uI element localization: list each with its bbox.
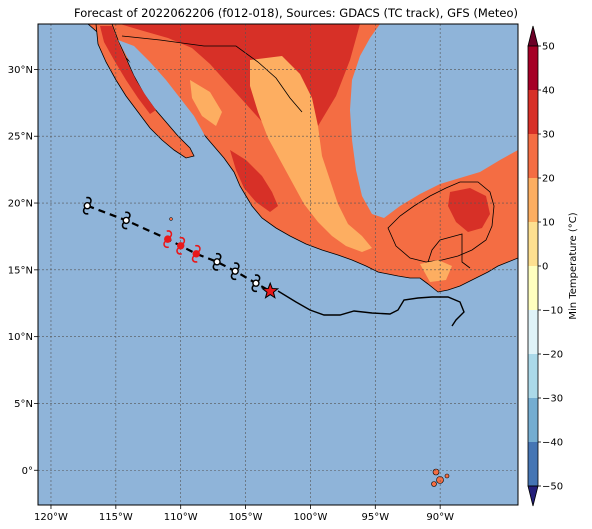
lon-label: 105°W: [229, 512, 263, 523]
island: [431, 481, 437, 487]
lat-label: 15°N: [8, 265, 33, 276]
cyclone-icon: [176, 236, 186, 255]
border-guatemala: [427, 233, 471, 269]
lat-label: 25°N: [8, 132, 33, 143]
colorbar-extend-top: [527, 25, 539, 47]
cyclone-icon: [191, 244, 201, 263]
border-us-mexico: [121, 35, 303, 113]
colorbar-tick-label: 40: [542, 86, 555, 97]
island: [432, 468, 440, 476]
colorbar-band: [528, 90, 538, 134]
map-title: Forecast of 2022062206 (f012-018), Sourc…: [74, 6, 518, 20]
cyclone-icon: [121, 211, 131, 230]
lon-label: 95°W: [361, 512, 389, 523]
longitude-labels: 120°W 115°W 110°W 105°W 100°W 95°W 90°W: [34, 505, 454, 523]
colorbar-band: [528, 222, 538, 266]
temp-zone-warm-plateau: [250, 56, 372, 252]
cyclone-icon: [212, 252, 222, 271]
colorbar-band: [528, 310, 538, 354]
colorbar-tick-label: −30: [542, 394, 563, 405]
colorbar-band: [528, 442, 538, 486]
temp-zone-hot-baja: [100, 26, 156, 114]
lon-label: 110°W: [164, 512, 198, 523]
temp-zone-warm-west: [190, 80, 222, 126]
latitude-labels: 30°N 25°N 20°N 15°N 10°N 5°N 0°: [8, 65, 38, 477]
gulf-of-mexico: [350, 24, 518, 218]
lat-label: 30°N: [8, 65, 33, 76]
temp-zone-warm-south: [420, 260, 452, 282]
colorbar-tick-label: −50: [542, 482, 563, 493]
lat-label: 0°: [22, 466, 33, 477]
colorbar-tick-label: 20: [542, 174, 555, 185]
observed-track: [277, 290, 465, 327]
colorbar-tick-label: 30: [542, 130, 555, 141]
cyclone-icon: [230, 262, 240, 281]
colorbar: 50 40 30 20 10 0 −10 −20 −30 −40 −50: [527, 25, 563, 507]
colorbar-extend-bottom: [527, 485, 539, 507]
lat-label: 5°N: [14, 399, 33, 410]
temp-zone-hot-yucatan: [448, 188, 490, 232]
lon-label: 120°W: [34, 512, 68, 523]
colorbar-tick-label: 10: [542, 218, 555, 229]
lon-label: 100°W: [293, 512, 327, 523]
colorbar-tick-label: −10: [542, 306, 563, 317]
colorbar-band: [528, 46, 538, 90]
cyclone-icon: [251, 274, 261, 293]
gridlines: [38, 24, 518, 505]
colorbar-band: [528, 178, 538, 222]
lat-label: 10°N: [8, 332, 33, 343]
current-position-star: [261, 281, 280, 299]
colorbar-band: [528, 354, 538, 398]
colorbar-band: [528, 398, 538, 442]
cyclone-icon: [82, 196, 92, 215]
lon-label: 90°W: [426, 512, 454, 523]
colorbar-band: [528, 134, 538, 178]
colorbar-tick-label: 0: [542, 262, 548, 273]
lon-label: 115°W: [99, 512, 133, 523]
colorbar-tick-label: −20: [542, 350, 563, 361]
map-area: [38, 24, 518, 505]
gulf-of-california: [118, 40, 210, 152]
colorbar-band: [528, 266, 538, 310]
colorbar-tick-label: −40: [542, 438, 563, 449]
lat-label: 20°N: [8, 199, 33, 210]
temp-zone-hot-coast: [230, 150, 278, 212]
colorbar-tick-label: 50: [542, 42, 555, 53]
cyclone-icon: [163, 230, 173, 249]
colorbar-label: Min Temperature (°C): [568, 212, 579, 319]
island: [169, 217, 173, 221]
map-frame: [37, 23, 519, 506]
island: [444, 473, 450, 479]
cyclone-markers: [82, 196, 261, 293]
